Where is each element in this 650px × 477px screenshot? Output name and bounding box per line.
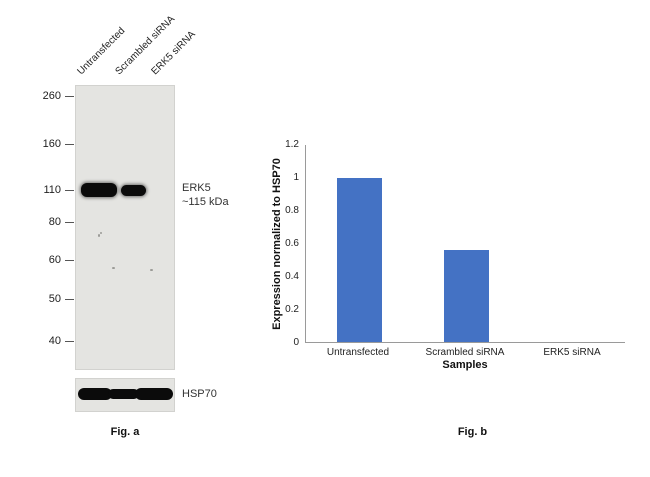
mw-marker-label: 50 bbox=[48, 293, 61, 305]
mw-tick bbox=[65, 143, 74, 145]
y-tick-label: 1.2 bbox=[285, 139, 299, 150]
y-tick-label: 0 bbox=[293, 337, 299, 348]
mw-marker-110: 110 bbox=[28, 183, 74, 197]
blot-membrane bbox=[75, 85, 175, 370]
mw-marker-50: 50 bbox=[28, 292, 74, 306]
mw-marker-label: 60 bbox=[48, 254, 61, 266]
band-annotation-protein: ERK5 bbox=[182, 182, 211, 194]
mw-marker-60: 60 bbox=[28, 253, 74, 267]
x-tick-label: ERK5 siRNA bbox=[543, 347, 601, 358]
mw-marker-80: 80 bbox=[28, 215, 74, 229]
mw-tick bbox=[65, 189, 74, 191]
x-tick-label: Untransfected bbox=[326, 347, 390, 358]
mw-tick bbox=[65, 95, 74, 97]
mw-tick bbox=[65, 221, 74, 223]
plot-area bbox=[305, 145, 625, 343]
figure-a-caption: Fig. a bbox=[110, 426, 140, 438]
band-hsp70-lane3 bbox=[135, 388, 173, 400]
band-hsp70-lane1 bbox=[78, 388, 112, 400]
chart-bar bbox=[444, 250, 489, 342]
y-tick-label: 1 bbox=[293, 172, 299, 183]
mw-marker-label: 160 bbox=[42, 138, 61, 150]
mw-marker-40: 40 bbox=[28, 334, 74, 348]
blot-speck bbox=[150, 269, 153, 271]
blot-speck bbox=[100, 232, 102, 234]
mw-marker-label: 260 bbox=[42, 90, 61, 102]
loading-control-label: HSP70 bbox=[182, 388, 217, 400]
mw-marker-label: 40 bbox=[48, 335, 61, 347]
y-tick-label: 0.4 bbox=[285, 271, 299, 282]
lane-label-scrambled-sirna: Scrambled siRNA bbox=[113, 13, 178, 78]
mw-tick bbox=[65, 259, 74, 261]
x-axis-title: Samples bbox=[442, 359, 488, 371]
blot-speck bbox=[112, 267, 115, 269]
mw-marker-label: 80 bbox=[48, 216, 61, 228]
x-tick-label: Scrambled siRNA bbox=[425, 347, 505, 358]
mw-marker-260: 260 bbox=[28, 89, 74, 103]
mw-tick bbox=[65, 298, 74, 300]
y-tick-label: 0.8 bbox=[285, 205, 299, 216]
band-erk5-scrambled bbox=[121, 185, 146, 196]
mw-marker-label: 110 bbox=[43, 184, 61, 196]
band-annotation-mw: ~115 kDa bbox=[182, 196, 229, 209]
figure-b-caption: Fig. b bbox=[457, 426, 488, 438]
band-hsp70-lane2 bbox=[108, 389, 139, 399]
band-annotation: ERK5 ~115 kDa bbox=[182, 181, 229, 210]
mw-marker-160: 160 bbox=[28, 137, 74, 151]
band-erk5-untransfected bbox=[81, 183, 117, 197]
blot-speck bbox=[98, 234, 100, 237]
y-tick-label: 0.6 bbox=[285, 238, 299, 249]
chart-bar bbox=[337, 178, 382, 342]
y-tick-label: 0.2 bbox=[285, 304, 299, 315]
mw-tick bbox=[65, 340, 74, 342]
